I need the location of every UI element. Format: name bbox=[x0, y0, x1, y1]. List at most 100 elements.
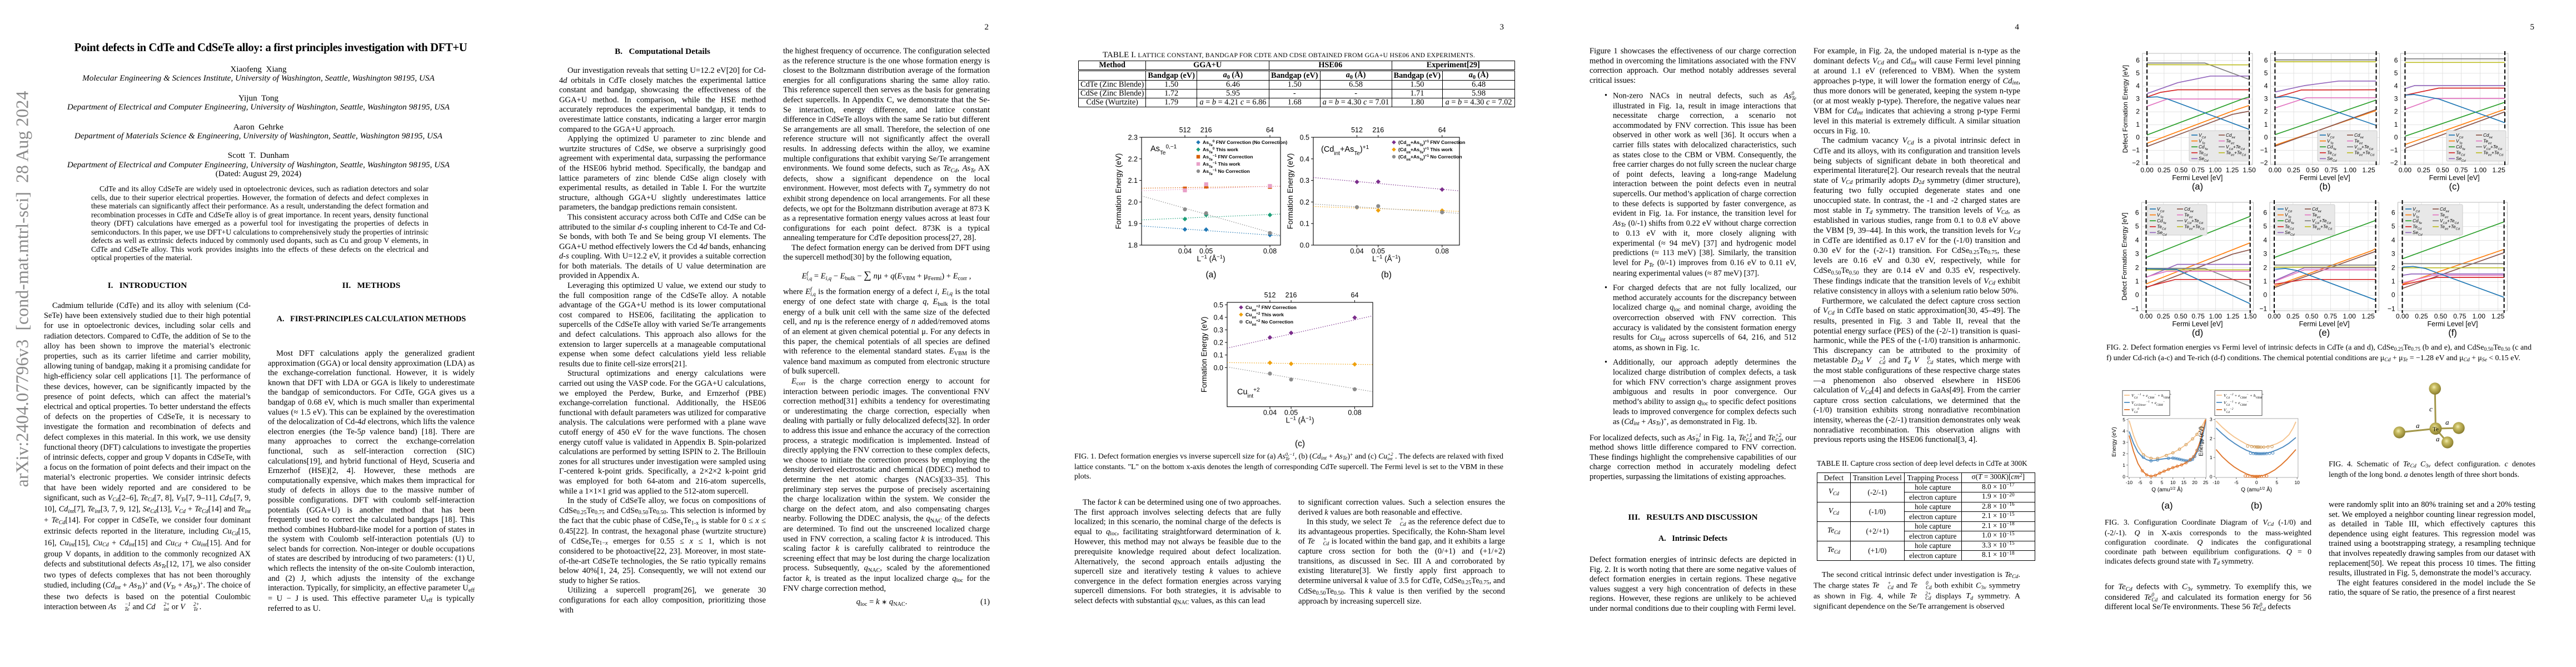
svg-text:Fermi Level [eV]: Fermi Level [eV] bbox=[2299, 320, 2350, 328]
svg-text:-5: -5 bbox=[2234, 480, 2239, 485]
svg-text:−1: −1 bbox=[2390, 146, 2398, 154]
svg-text:1.00: 1.00 bbox=[2209, 312, 2223, 320]
svg-text:3: 3 bbox=[2122, 440, 2125, 445]
svg-text:2: 2 bbox=[2264, 108, 2268, 116]
svg-text:0.05: 0.05 bbox=[1372, 247, 1385, 255]
svg-text:6: 6 bbox=[2135, 209, 2139, 217]
svg-text:2.3: 2.3 bbox=[1128, 134, 1138, 142]
svg-text:0.1: 0.1 bbox=[1300, 220, 1309, 228]
svg-text:6: 6 bbox=[2136, 56, 2140, 64]
svg-text:1: 1 bbox=[2264, 121, 2268, 128]
svg-text:(b): (b) bbox=[2251, 500, 2263, 511]
svg-text:3: 3 bbox=[2135, 250, 2139, 258]
svg-text:0.25: 0.25 bbox=[2158, 166, 2171, 174]
svg-text:0.3: 0.3 bbox=[1214, 326, 1223, 334]
svg-text:1.00: 1.00 bbox=[2343, 312, 2356, 320]
svg-text:6: 6 bbox=[2391, 209, 2395, 217]
svg-text:(b): (b) bbox=[1381, 270, 1392, 280]
svg-text:0.1: 0.1 bbox=[1214, 351, 1223, 359]
svg-text:3: 3 bbox=[2391, 250, 2395, 258]
svg-text:1: 1 bbox=[2391, 277, 2395, 285]
svg-text:2: 2 bbox=[2136, 108, 2140, 116]
svg-text:0.0: 0.0 bbox=[1300, 242, 1309, 250]
svg-text:−2: −2 bbox=[2390, 159, 2398, 167]
svg-text:512: 512 bbox=[1351, 126, 1363, 134]
svg-text:−1: −1 bbox=[2259, 305, 2267, 312]
svg-text:Q (amu1/2 Å): Q (amu1/2 Å) bbox=[2241, 486, 2272, 493]
svg-text:Defect Formation Energy [eV]: Defect Formation Energy [eV] bbox=[2121, 212, 2129, 300]
svg-text:Cuint+2 No Correction: Cuint+2 No Correction bbox=[1245, 319, 1293, 327]
svg-text:1.25: 1.25 bbox=[2226, 166, 2239, 174]
svg-text:1.25: 1.25 bbox=[2492, 166, 2505, 174]
svg-text:(f): (f) bbox=[2448, 328, 2457, 338]
svg-text:AsTe−1 No Correction: AsTe−1 No Correction bbox=[1203, 168, 1250, 176]
svg-text:1.50: 1.50 bbox=[2244, 312, 2257, 320]
svg-text:a: a bbox=[2445, 418, 2449, 426]
svg-text:0.50: 0.50 bbox=[2305, 312, 2319, 320]
svg-text:64: 64 bbox=[1351, 291, 1359, 299]
svg-text:0.75: 0.75 bbox=[2191, 166, 2205, 174]
svg-text:-5: -5 bbox=[2138, 480, 2142, 485]
svg-text:3: 3 bbox=[2263, 250, 2267, 258]
svg-text:Formation Energy (eV): Formation Energy (eV) bbox=[1114, 153, 1123, 230]
svg-text:1.9: 1.9 bbox=[1128, 220, 1138, 228]
svg-text:−1: −1 bbox=[2132, 146, 2140, 154]
svg-text:(Cdint+AsTe)+1 FNV Correction: (Cdint+AsTe)+1 FNV Correction bbox=[1398, 140, 1465, 147]
svg-text:5: 5 bbox=[2122, 417, 2125, 422]
svg-text:3: 3 bbox=[2210, 417, 2213, 422]
svg-text:512: 512 bbox=[1264, 291, 1276, 299]
svg-text:0.2: 0.2 bbox=[1300, 198, 1309, 206]
svg-text:6: 6 bbox=[2263, 209, 2267, 217]
svg-text:0: 0 bbox=[2135, 291, 2139, 299]
svg-text:4: 4 bbox=[2263, 236, 2267, 244]
svg-text:3: 3 bbox=[2394, 95, 2398, 103]
svg-text:0.75: 0.75 bbox=[2455, 166, 2468, 174]
svg-text:1.25: 1.25 bbox=[2362, 166, 2375, 174]
svg-text:0.5: 0.5 bbox=[1300, 134, 1309, 142]
svg-text:0: 0 bbox=[2122, 474, 2125, 479]
svg-text:1.00: 1.00 bbox=[2473, 312, 2486, 320]
svg-text:1: 1 bbox=[2210, 455, 2213, 460]
svg-text:Fermi Level [eV]: Fermi Level [eV] bbox=[2172, 320, 2223, 328]
svg-text:0: 0 bbox=[2394, 133, 2398, 141]
svg-text:−1: −1 bbox=[2388, 305, 2395, 312]
svg-text:1.8: 1.8 bbox=[1128, 242, 1138, 250]
svg-text:a: a bbox=[2436, 435, 2440, 443]
svg-text:−1: −1 bbox=[2260, 146, 2268, 154]
svg-text:0.00: 0.00 bbox=[2268, 312, 2281, 320]
svg-text:4: 4 bbox=[2135, 236, 2139, 244]
svg-text:1.00: 1.00 bbox=[2209, 166, 2222, 174]
svg-text:2: 2 bbox=[2135, 263, 2139, 271]
svg-text:4: 4 bbox=[2394, 82, 2398, 90]
svg-text:-10: -10 bbox=[2213, 480, 2220, 485]
svg-text:10: 10 bbox=[2294, 480, 2300, 485]
svg-text:2.1: 2.1 bbox=[1128, 177, 1138, 185]
svg-text:1.25: 1.25 bbox=[2361, 312, 2375, 320]
svg-text:(d): (d) bbox=[2192, 328, 2203, 338]
svg-text:0.3: 0.3 bbox=[1300, 177, 1309, 185]
svg-text:2.0: 2.0 bbox=[1128, 198, 1138, 206]
svg-text:AsTe0 This work: AsTe0 This work bbox=[1203, 147, 1238, 155]
svg-text:Formation Energy (eV): Formation Energy (eV) bbox=[1200, 317, 1208, 393]
svg-text:216: 216 bbox=[1200, 126, 1212, 134]
svg-text:0.00: 0.00 bbox=[2399, 166, 2412, 174]
svg-text:3: 3 bbox=[2264, 95, 2268, 103]
svg-text:0.05: 0.05 bbox=[1199, 247, 1213, 255]
svg-text:0.05: 0.05 bbox=[1284, 409, 1298, 417]
svg-text:0.25: 0.25 bbox=[2417, 166, 2430, 174]
svg-text:Fermi Level [eV]: Fermi Level [eV] bbox=[2172, 174, 2223, 182]
svg-text:0.75: 0.75 bbox=[2325, 166, 2338, 174]
svg-text:0.75: 0.75 bbox=[2453, 312, 2467, 320]
svg-text:0.08: 0.08 bbox=[1263, 247, 1277, 255]
svg-text:5: 5 bbox=[2264, 69, 2268, 77]
svg-text:5: 5 bbox=[2136, 69, 2140, 77]
svg-text:1: 1 bbox=[2122, 462, 2125, 468]
svg-text:216: 216 bbox=[1285, 291, 1297, 299]
svg-text:(Cdint+AsTe)+1 No Correction: (Cdint+AsTe)+1 No Correction bbox=[1398, 154, 1462, 162]
svg-text:64: 64 bbox=[1438, 126, 1446, 134]
svg-text:1.50: 1.50 bbox=[2243, 166, 2256, 174]
svg-text:a: a bbox=[2416, 421, 2420, 430]
svg-text:(c): (c) bbox=[2449, 182, 2459, 192]
svg-text:0.50: 0.50 bbox=[2436, 166, 2449, 174]
svg-text:0.04: 0.04 bbox=[1178, 247, 1192, 255]
